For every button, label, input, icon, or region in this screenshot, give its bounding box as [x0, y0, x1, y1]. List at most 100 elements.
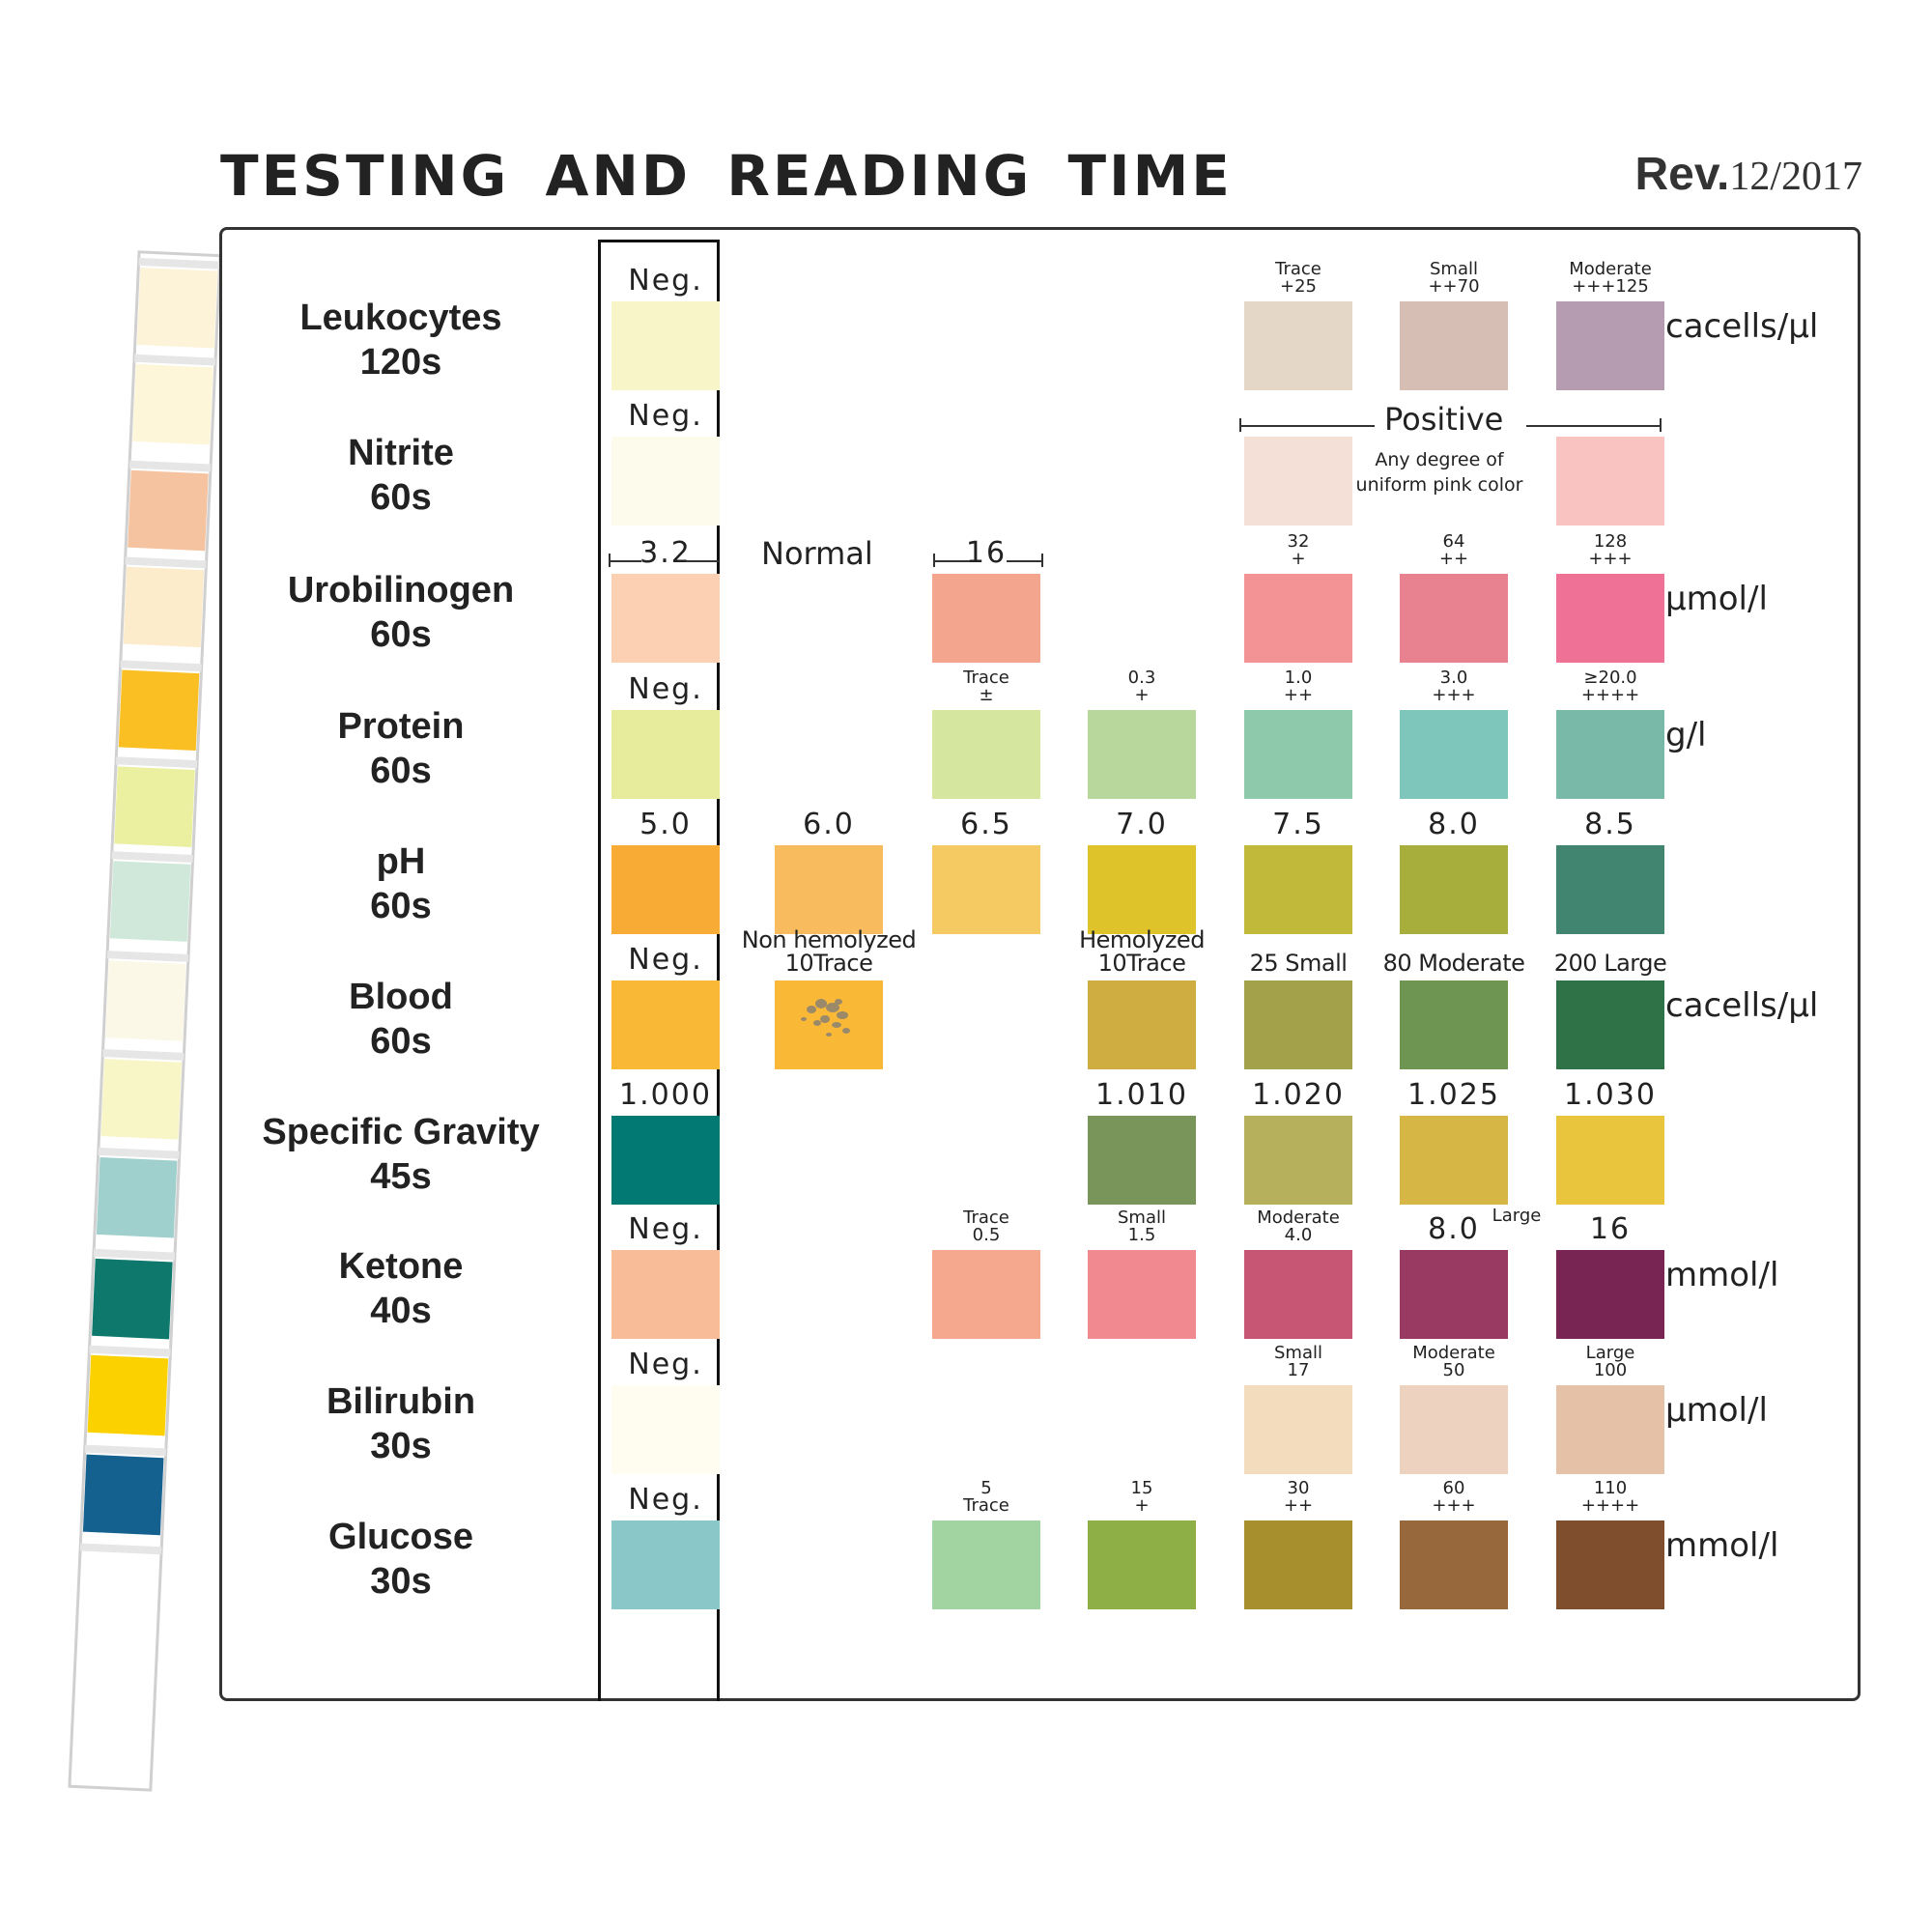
urobilinogen-pad-caption-line: +++ [1588, 549, 1633, 569]
ketone-large-label: Large [1492, 1206, 1542, 1226]
ph-pad-caption-line: 6.5 [960, 808, 1012, 841]
strip-pad [118, 669, 200, 752]
glucose-pad-caption: 110 ++++ [1514, 1480, 1707, 1515]
glucose-pad-caption-line: Trace [963, 1495, 1009, 1516]
glucose-pad-caption: 30 ++ [1202, 1480, 1395, 1515]
strip-divider [80, 1543, 162, 1555]
positive-note: Any degree of uniform pink color [1338, 447, 1541, 497]
protein-unit: g/l [1665, 716, 1707, 754]
ph-pad [1088, 845, 1196, 934]
positive-note-line-2: uniform pink color [1355, 474, 1523, 496]
speckle-dot [813, 1020, 821, 1026]
leukocytes-pad-caption: Moderate +++125 [1514, 261, 1707, 296]
ph-pad-caption-line: 8.0 [1428, 808, 1480, 841]
protein-pad-caption-line: +++ [1432, 685, 1476, 705]
glucose-pad-caption-line: 60 [1442, 1478, 1465, 1498]
strip-divider [93, 1248, 176, 1261]
positive-arrow-tick-left [1239, 418, 1241, 432]
leukocytes-pad-caption-line: +++125 [1572, 276, 1649, 297]
specific-gravity-pad [1556, 1116, 1664, 1205]
glucose-pad-caption-line: 5 [980, 1478, 992, 1498]
specific-gravity-pad [1088, 1116, 1196, 1205]
protein-neg-caption-line: Neg. [628, 672, 703, 706]
nitrite-pad [1556, 437, 1664, 526]
ketone-pad-caption-line: Trace [963, 1208, 1009, 1228]
glucose-pad-caption: 60 +++ [1357, 1480, 1550, 1515]
nitrite-pad [1244, 437, 1352, 526]
glucose-pad-caption-line: + [1134, 1495, 1150, 1516]
strip-pad [82, 1454, 164, 1536]
positive-label: Positive [1375, 401, 1514, 438]
ketone-pad-caption: 8.0 [1357, 1215, 1550, 1244]
ph-pad-caption-line: 8.5 [1584, 808, 1636, 841]
blood-pad-caption-line: Hemolyzed [1079, 926, 1205, 953]
specific-gravity-pad-caption-line: 1.010 [1095, 1078, 1188, 1112]
glucose-pad-caption-line: 110 [1593, 1478, 1628, 1498]
leukocytes-pad [1244, 301, 1352, 390]
bilirubin-name: Bilirubin [326, 1381, 476, 1422]
specific-gravity-neg-caption-line: 1.000 [619, 1078, 712, 1112]
strip-divider [138, 257, 220, 270]
page-title: TESTING AND READING TIME [220, 143, 1233, 209]
urobilinogen-neg-caption: 3.2 [569, 539, 762, 568]
strip-pad [87, 1354, 169, 1436]
speckle-dot [835, 999, 842, 1005]
glucose-pad [1088, 1520, 1196, 1609]
revision-date: 12/2017 [1729, 155, 1862, 199]
leukocytes-pad [1400, 301, 1508, 390]
ph-pad-caption: 7.0 [1045, 810, 1238, 839]
bilirubin-pad [1400, 1385, 1508, 1474]
strip-divider [125, 556, 207, 569]
bilirubin-pad [1244, 1385, 1352, 1474]
bilirubin-pad [1556, 1385, 1664, 1474]
ph-pad [1556, 845, 1664, 934]
glucose-neg-caption: Neg. [569, 1486, 762, 1515]
protein-pad-caption-line: 3.0 [1439, 668, 1468, 688]
blood-pad-caption: 25 Small [1202, 952, 1395, 975]
glucose-pad-caption-line: 15 [1130, 1478, 1153, 1498]
blood-pad-caption-line: 10Trace [784, 950, 873, 977]
urobilinogen-neg-pad [611, 574, 720, 663]
urobilinogen-16-tick-right [1041, 554, 1043, 567]
glucose-pad [1556, 1520, 1664, 1609]
strip-group [68, 250, 222, 1792]
ketone-pad-caption: Trace 0.5 [890, 1209, 1083, 1244]
glucose-pad [1244, 1520, 1352, 1609]
ketone-neg-caption: Neg. [569, 1215, 762, 1244]
ph-pad [775, 845, 883, 934]
specific-gravity-label: Specific Gravity 45s [232, 1110, 570, 1199]
specific-gravity-time: 45s [370, 1156, 432, 1197]
glucose-pad-caption-line: +++ [1432, 1495, 1476, 1516]
bilirubin-neg-caption: Neg. [569, 1350, 762, 1379]
ketone-pad-caption: Moderate 4.0 [1202, 1209, 1395, 1244]
ketone-pad-caption: Small 1.5 [1045, 1209, 1238, 1244]
speckle-dot [842, 1028, 850, 1034]
protein-pad-caption-line: ± [979, 685, 994, 705]
specific-gravity-pad-caption: 1.030 [1514, 1081, 1707, 1110]
protein-pad-caption: ≥20.0 ++++ [1514, 669, 1707, 704]
protein-time: 60s [370, 751, 432, 791]
specific-gravity-pad-caption-line: 1.020 [1252, 1078, 1345, 1112]
ph-pad-caption: 7.5 [1202, 810, 1395, 839]
ketone-pad-caption-line: Small [1118, 1208, 1166, 1228]
blood-pad-caption: 80 Moderate [1357, 952, 1550, 975]
strip-pad [123, 566, 205, 648]
nitrite-name: Nitrite [348, 433, 454, 473]
leukocytes-neg-caption: Neg. [569, 267, 762, 296]
urobilinogen-pad-caption-line: 128 [1593, 531, 1628, 552]
protein-name: Protein [337, 706, 465, 747]
leukocytes-pad-caption-line: Small [1430, 259, 1478, 279]
urobilinogen-pad-caption: 32 + [1202, 533, 1395, 568]
ketone-pad [932, 1250, 1040, 1339]
strip-pad [132, 363, 213, 445]
ketone-pad-caption-line: 1.5 [1127, 1225, 1156, 1245]
protein-pad-caption: 3.0 +++ [1357, 669, 1550, 704]
glucose-unit: mmol/l [1665, 1526, 1779, 1565]
leukocytes-neg-pad [611, 301, 720, 390]
blood-pad [1088, 980, 1196, 1069]
bilirubin-pad-caption: Small 17 [1202, 1345, 1395, 1379]
ketone-name: Ketone [338, 1246, 464, 1287]
leukocytes-pad-caption-line: ++70 [1428, 276, 1480, 297]
blood-unit: cacells/µl [1665, 986, 1819, 1025]
speckle-dot [807, 1006, 816, 1013]
